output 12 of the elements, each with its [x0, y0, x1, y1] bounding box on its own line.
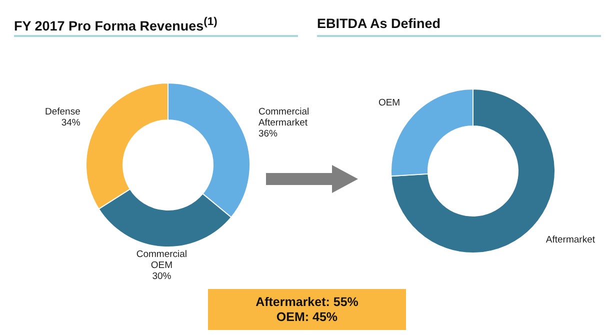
slice-label: Aftermarket	[546, 234, 596, 245]
data-label: 36%	[258, 128, 278, 139]
slice-label: Defense	[44, 106, 80, 117]
chart-title: EBITDA As Defined	[317, 16, 441, 31]
slice-label: Commercial Aftermarket	[258, 106, 310, 128]
text: OEM: 45%	[276, 310, 338, 324]
data-label: 30%	[152, 270, 172, 282]
slice-label: Commercial OEM	[136, 248, 188, 270]
text: Aftermarket: 55%	[256, 294, 358, 310]
data-label: 34%	[61, 116, 81, 128]
slice-label: OEM	[378, 97, 400, 108]
chart-title: FY 2017 Pro Forma Revenues$^{(1)}$	[14, 16, 218, 34]
